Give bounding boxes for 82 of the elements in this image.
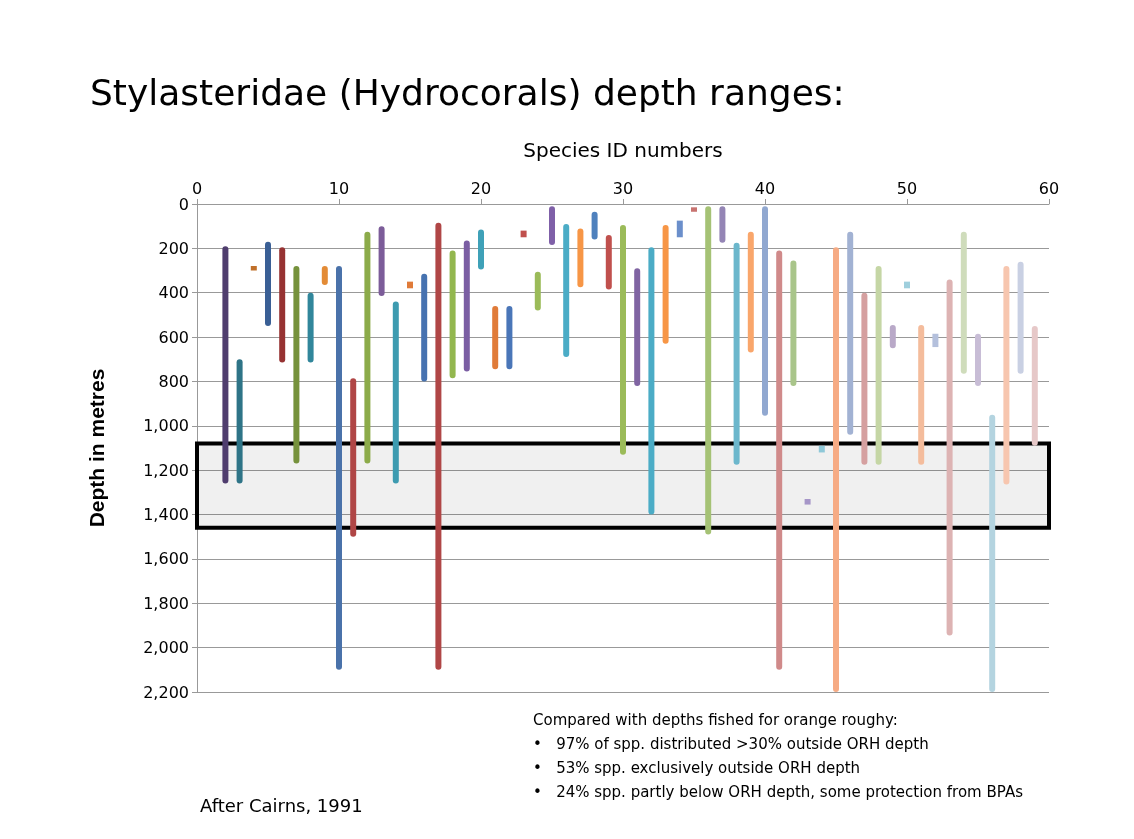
y-tick-label: 1,000 xyxy=(143,416,189,436)
bar xyxy=(776,250,783,670)
bar xyxy=(790,260,797,386)
bar xyxy=(904,281,910,289)
bar xyxy=(350,378,357,537)
x-axis-title: Species ID numbers xyxy=(523,138,723,162)
bar xyxy=(1017,261,1024,374)
y-axis-title: Depth in metres xyxy=(85,368,108,528)
bar xyxy=(1003,266,1010,485)
bar xyxy=(520,230,527,238)
text: Compared with depths fished for orange roughy: xyxy=(533,710,898,729)
bar xyxy=(364,231,371,464)
bar xyxy=(250,266,257,271)
text: After Cairns, 1991 xyxy=(200,794,363,816)
bar xyxy=(733,242,740,465)
y-tick-label: 2,200 xyxy=(143,682,189,702)
x-tick-label: 0 xyxy=(191,178,203,198)
bar xyxy=(378,226,385,297)
bar xyxy=(492,306,499,370)
bar xyxy=(818,445,825,453)
bar xyxy=(691,207,697,212)
bar xyxy=(407,281,413,289)
bar xyxy=(478,229,484,270)
bar xyxy=(236,359,243,484)
bar xyxy=(747,231,754,353)
x-tick-label: 20 xyxy=(470,178,492,198)
bar xyxy=(392,301,399,484)
y-tick-label: 600 xyxy=(158,327,189,347)
bar xyxy=(1031,326,1038,446)
bar xyxy=(293,266,300,464)
bar xyxy=(506,306,513,370)
bar xyxy=(534,271,541,311)
bar xyxy=(719,206,726,243)
bar xyxy=(960,231,967,374)
y-tick-label: 2,000 xyxy=(143,638,189,658)
text: • 24% spp. partly below ORH depth, some protection from BPAs xyxy=(533,782,1024,801)
y-tick-label: 200 xyxy=(158,238,189,258)
text: • 53% spp. exclusively outside ORH depth xyxy=(533,758,861,777)
text: • 97% of spp. distributed >30% outside ORH depth xyxy=(533,734,929,753)
y-tick-label: 1,200 xyxy=(143,460,189,480)
chart-title: Stylasteridae (Hydrocorals) depth ranges: xyxy=(90,71,845,113)
bar xyxy=(222,246,229,484)
bar xyxy=(918,324,925,465)
bar xyxy=(279,247,286,363)
y-tick-label: 0 xyxy=(178,194,189,214)
bar xyxy=(804,499,811,505)
x-tick-label: 60 xyxy=(1038,178,1060,198)
bar xyxy=(861,292,868,465)
bar xyxy=(620,225,626,455)
bar xyxy=(265,241,271,326)
bar xyxy=(648,247,655,515)
bar xyxy=(833,247,839,692)
bar xyxy=(563,223,570,358)
bar xyxy=(421,273,428,382)
bar xyxy=(989,414,996,692)
bar xyxy=(932,333,939,348)
x-tick-label: 30 xyxy=(612,178,634,198)
y-tick-label: 400 xyxy=(158,283,189,303)
x-tick-label: 10 xyxy=(328,178,350,198)
bar xyxy=(705,206,712,535)
bar xyxy=(875,266,882,465)
bar xyxy=(946,279,953,636)
bar xyxy=(336,266,342,670)
y-tick-label: 1,600 xyxy=(143,549,189,569)
x-tick-label: 50 xyxy=(896,178,918,198)
bar xyxy=(307,292,314,363)
x-tick-label: 40 xyxy=(754,178,776,198)
bar xyxy=(449,250,456,379)
bar xyxy=(975,333,981,386)
bar xyxy=(662,225,669,344)
bar xyxy=(463,240,470,372)
bar xyxy=(577,228,584,288)
bar xyxy=(435,222,442,670)
y-tick-label: 1,400 xyxy=(143,505,189,525)
y-tick-label: 800 xyxy=(158,371,189,391)
bar xyxy=(676,220,683,238)
bar xyxy=(605,235,612,290)
bar xyxy=(847,231,854,435)
y-tick-label: 1,800 xyxy=(143,593,189,613)
bar xyxy=(634,268,641,386)
bar xyxy=(762,206,768,416)
bar xyxy=(549,206,555,246)
